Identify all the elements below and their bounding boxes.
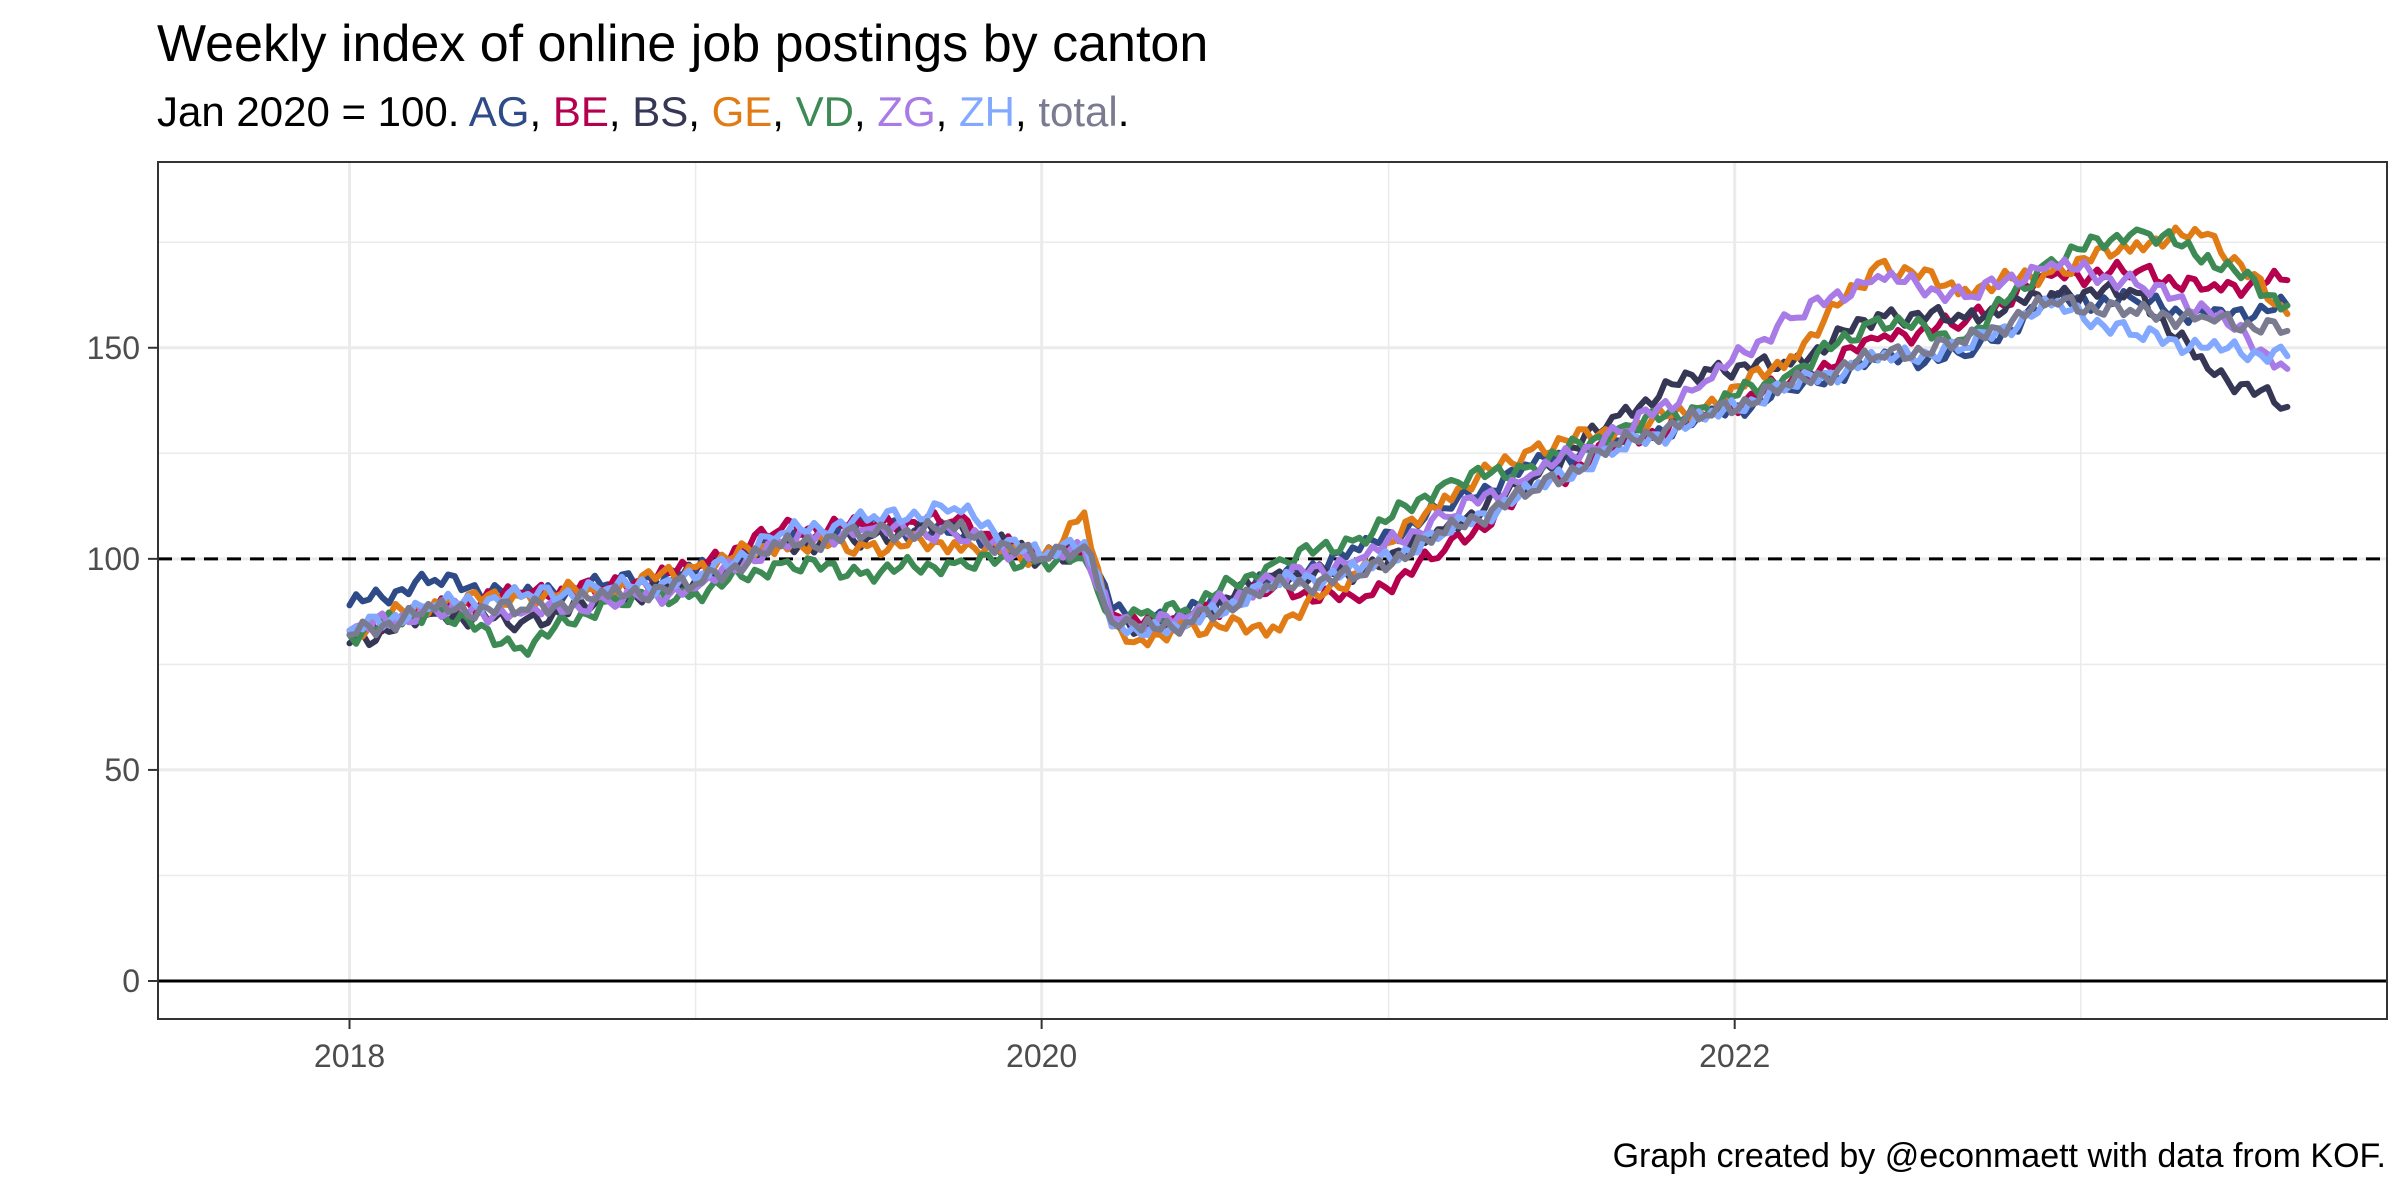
series-line-ge xyxy=(346,224,2291,649)
legend-item-ag: AG xyxy=(468,88,530,135)
chart-subtitle: Jan 2020 = 100. AG, BE, BS, GE, VD, ZG, … xyxy=(157,84,1129,140)
subtitle-suffix: . xyxy=(1117,88,1130,135)
subtitle-legend: AG, BE, BS, GE, VD, ZG, ZH, total xyxy=(469,88,1118,135)
legend-item-be: BE xyxy=(552,88,609,135)
y-tick-label: 150 xyxy=(87,330,140,366)
legend-separator: , xyxy=(608,88,633,135)
legend-separator: , xyxy=(1014,88,1039,135)
y-tick-label: 50 xyxy=(104,752,140,788)
subtitle-prefix: Jan 2020 = 100. xyxy=(157,88,469,135)
legend-item-bs: BS xyxy=(632,88,689,135)
x-tick-label: 2020 xyxy=(1006,1038,1077,1074)
series-line-total xyxy=(346,293,2291,639)
y-tick-label: 100 xyxy=(87,541,140,577)
legend-separator: , xyxy=(529,88,553,135)
legend-separator: , xyxy=(772,88,796,135)
reference-lines xyxy=(158,557,2387,983)
legend-item-total: total xyxy=(1038,88,1118,135)
legend-item-ge: GE xyxy=(711,88,773,135)
series-lines xyxy=(346,224,2291,658)
chart-caption: Graph created by @econmaett with data fr… xyxy=(1612,1137,2386,1175)
legend-separator: , xyxy=(935,88,959,135)
legend-item-vd: VD xyxy=(795,88,854,135)
x-tick-label: 2022 xyxy=(1699,1038,1770,1074)
chart-title: Weekly index of online job postings by c… xyxy=(157,15,1209,73)
legend-item-zh: ZH xyxy=(958,88,1015,135)
legend-item-zg: ZG xyxy=(877,88,936,135)
axes: 0 50 100 150 2018 2020 2022 xyxy=(87,330,1771,1074)
legend-separator: , xyxy=(853,88,878,135)
y-tick-label: 0 xyxy=(122,963,140,999)
x-tick-label: 2018 xyxy=(314,1038,385,1074)
legend-separator: , xyxy=(688,88,712,135)
plot-panel-border xyxy=(157,161,2388,1020)
